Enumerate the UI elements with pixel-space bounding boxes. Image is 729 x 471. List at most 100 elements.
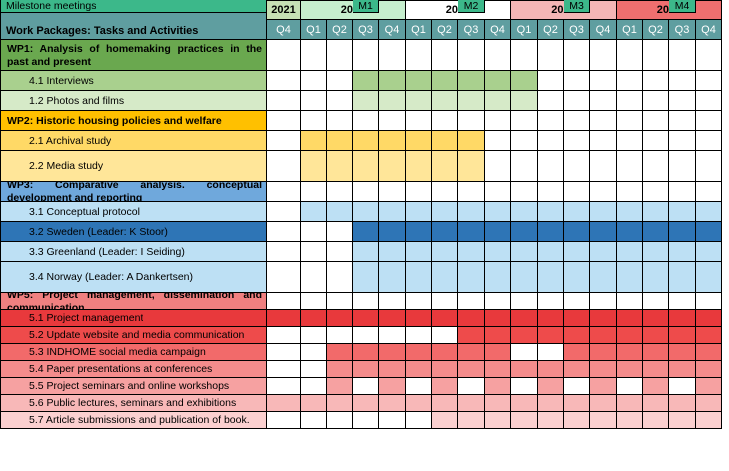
gantt-cell xyxy=(458,182,485,202)
gantt-bar-cell xyxy=(643,378,669,395)
task-label: 2.2 Media study xyxy=(0,151,267,182)
gantt-cell xyxy=(432,40,458,71)
gantt-cell xyxy=(353,40,379,71)
gantt-bar-cell xyxy=(590,395,617,412)
gantt-cell xyxy=(643,182,669,202)
gantt-cell xyxy=(617,111,643,131)
gantt-bar-cell xyxy=(669,262,696,293)
gantt-bar-cell xyxy=(538,327,564,344)
gantt-cell xyxy=(327,262,353,293)
gantt-cell xyxy=(696,293,722,310)
gantt-bar-cell xyxy=(696,222,722,242)
gantt-bar-cell xyxy=(458,262,485,293)
gantt-cell xyxy=(511,344,538,361)
gantt-bar-cell xyxy=(696,412,722,429)
gantt-cell xyxy=(485,0,511,1)
gantt-cell xyxy=(669,91,696,111)
gantt-cell xyxy=(379,327,406,344)
gantt-cell xyxy=(696,151,722,182)
gantt-bar-cell xyxy=(327,310,353,327)
gantt-bar-cell xyxy=(669,412,696,429)
gantt-cell xyxy=(696,111,722,131)
gantt-bar-cell xyxy=(327,378,353,395)
gantt-cell xyxy=(406,293,432,310)
gantt-cell xyxy=(564,151,590,182)
gantt-bar-cell xyxy=(511,310,538,327)
gantt-cell xyxy=(267,202,301,222)
gantt-bar-cell xyxy=(617,202,643,222)
gantt-cell xyxy=(327,293,353,310)
gantt-bar-cell xyxy=(696,242,722,262)
gantt-cell xyxy=(327,327,353,344)
gantt-cell xyxy=(617,151,643,182)
quarter-header: Q2 xyxy=(643,20,669,40)
gantt-bar-cell xyxy=(590,412,617,429)
gantt-bar-cell xyxy=(669,327,696,344)
gantt-cell xyxy=(353,378,379,395)
gantt-bar-cell xyxy=(432,71,458,91)
gantt-bar-cell xyxy=(696,327,722,344)
gantt-bar-cell xyxy=(432,202,458,222)
gantt-cell xyxy=(617,378,643,395)
gantt-cell xyxy=(406,378,432,395)
gantt-bar-cell xyxy=(485,202,511,222)
gantt-bar-cell xyxy=(327,361,353,378)
gantt-bar-cell xyxy=(590,222,617,242)
gantt-bar-cell xyxy=(432,242,458,262)
gantt-bar-cell xyxy=(458,361,485,378)
gantt-cell xyxy=(267,0,301,1)
gantt-bar-cell xyxy=(538,395,564,412)
gantt-cell xyxy=(301,327,327,344)
gantt-bar-cell xyxy=(590,327,617,344)
gantt-bar-cell xyxy=(564,344,590,361)
gantt-bar-cell xyxy=(511,71,538,91)
gantt-bar-cell xyxy=(485,378,511,395)
gantt-bar-cell xyxy=(353,361,379,378)
gantt-bar-cell xyxy=(379,310,406,327)
quarter-header: Q3 xyxy=(458,20,485,40)
gantt-bar-cell xyxy=(432,310,458,327)
gantt-cell xyxy=(406,412,432,429)
gantt-bar-cell xyxy=(406,361,432,378)
gantt-cell xyxy=(590,111,617,131)
gantt-bar-cell xyxy=(696,378,722,395)
header-title: Work Packages: Tasks and Activities xyxy=(6,25,199,37)
gantt-cell xyxy=(432,0,458,1)
gantt-cell xyxy=(511,40,538,71)
row-label-text: 5.2 Update website and media communicati… xyxy=(29,329,245,341)
gantt-cell xyxy=(379,0,406,1)
gantt-cell xyxy=(643,71,669,91)
year-label: 2021 xyxy=(271,4,296,16)
gantt-cell xyxy=(327,40,353,71)
quarter-label: Q3 xyxy=(569,23,584,36)
gantt-cell xyxy=(617,40,643,71)
work-package-label: WP5: Project management, dissemination a… xyxy=(0,293,267,310)
gantt-cell xyxy=(267,327,301,344)
quarter-label: Q1 xyxy=(411,23,426,36)
gantt-bar-cell xyxy=(406,202,432,222)
row-label-text: WP3: Comparative analysis. conceptual de… xyxy=(7,182,262,202)
task-label: 2.1 Archival study xyxy=(0,131,267,151)
row-label-text: 2.1 Archival study xyxy=(29,134,112,147)
gantt-cell xyxy=(301,344,327,361)
gantt-cell xyxy=(301,262,327,293)
gantt-cell xyxy=(301,111,327,131)
milestone-marker: M3 xyxy=(564,0,590,13)
row-label-text: 5.7 Article submissions and publication … xyxy=(29,414,250,426)
gantt-bar-cell xyxy=(485,395,511,412)
gantt-cell xyxy=(267,182,301,202)
gantt-cell xyxy=(301,0,327,1)
gantt-cell xyxy=(406,0,432,1)
gantt-bar-cell xyxy=(511,395,538,412)
gantt-bar-cell xyxy=(327,202,353,222)
milestone-marker: M2 xyxy=(458,0,485,13)
gantt-cell xyxy=(590,182,617,202)
gantt-bar-cell xyxy=(432,344,458,361)
work-package-label: WP2: Historic housing policies and welfa… xyxy=(0,111,267,131)
gantt-cell xyxy=(327,222,353,242)
gantt-bar-cell xyxy=(353,91,379,111)
quarter-header: Q4 xyxy=(696,20,722,40)
gantt-bar-cell xyxy=(432,131,458,151)
row-label-text: Milestone meetings xyxy=(6,0,97,12)
